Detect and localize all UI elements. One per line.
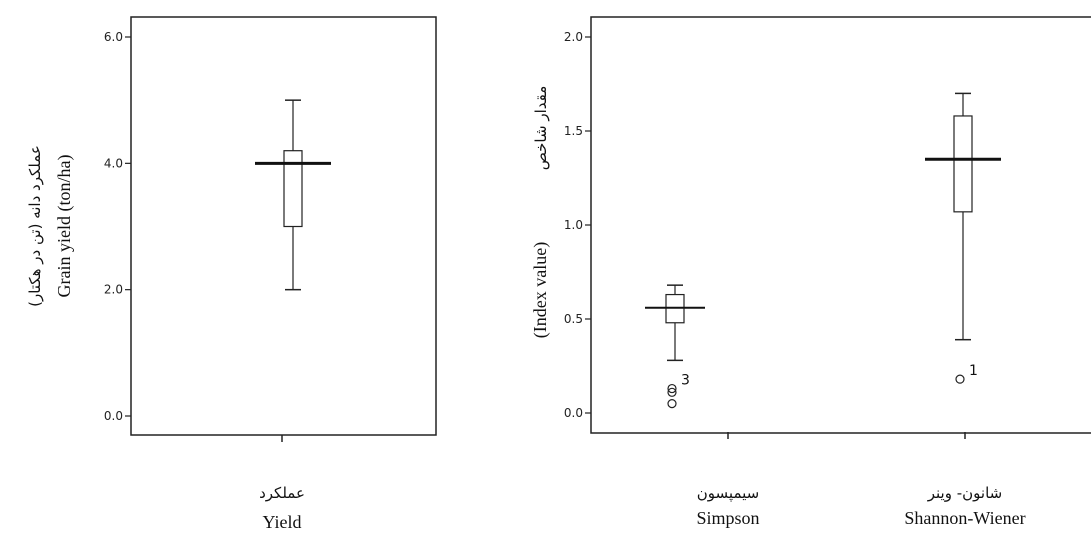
category-label-fa: شانون- وینر xyxy=(927,484,1002,502)
outlier-point xyxy=(955,374,965,384)
y-tick-label: 1.0 xyxy=(564,218,583,232)
category-label-fa: سیمپسون xyxy=(697,484,759,503)
category-label-en: Shannon-Wiener xyxy=(904,508,1025,528)
outlier-point xyxy=(667,383,677,394)
y-tick-label: 0.0 xyxy=(104,409,123,423)
category-label-en: Yield xyxy=(263,512,302,532)
category-label-en: Simpson xyxy=(696,508,759,528)
plot-frame-yield xyxy=(130,16,437,436)
category-label-fa: عملکرد xyxy=(259,484,305,502)
box-iqr xyxy=(953,115,973,213)
outlier-point xyxy=(667,387,677,397)
outlier-label: 3 xyxy=(681,373,690,389)
outlier-label: 1 xyxy=(969,363,978,379)
outlier-point xyxy=(667,399,677,409)
y-axis-label-fa: عملکرد دانه (تن در هکتار) xyxy=(26,145,44,307)
y-axis-label-yield: عملکرد دانه (تن در هکتار) Grain yield (t… xyxy=(26,145,75,307)
plot-frame-index xyxy=(590,16,1091,434)
y-tick-label: 2.0 xyxy=(104,283,123,297)
y-tick-label: 6.0 xyxy=(104,30,123,44)
box-iqr xyxy=(283,150,303,228)
y-axis-label-en: Grain yield (ton/ha) xyxy=(54,155,75,298)
y-axis-label-en: (Index value) xyxy=(530,242,551,338)
y-tick-label: 4.0 xyxy=(104,156,123,170)
y-axis-label-fa: مقدار شاخص xyxy=(532,86,550,170)
y-tick-label: 2.0 xyxy=(564,30,583,44)
y-axis-label-index: مقدار شاخص (Index value) xyxy=(530,86,551,338)
y-tick-label: 0.5 xyxy=(564,312,583,326)
y-tick-label: 0.0 xyxy=(564,406,583,420)
y-tick-label: 1.5 xyxy=(564,124,583,138)
